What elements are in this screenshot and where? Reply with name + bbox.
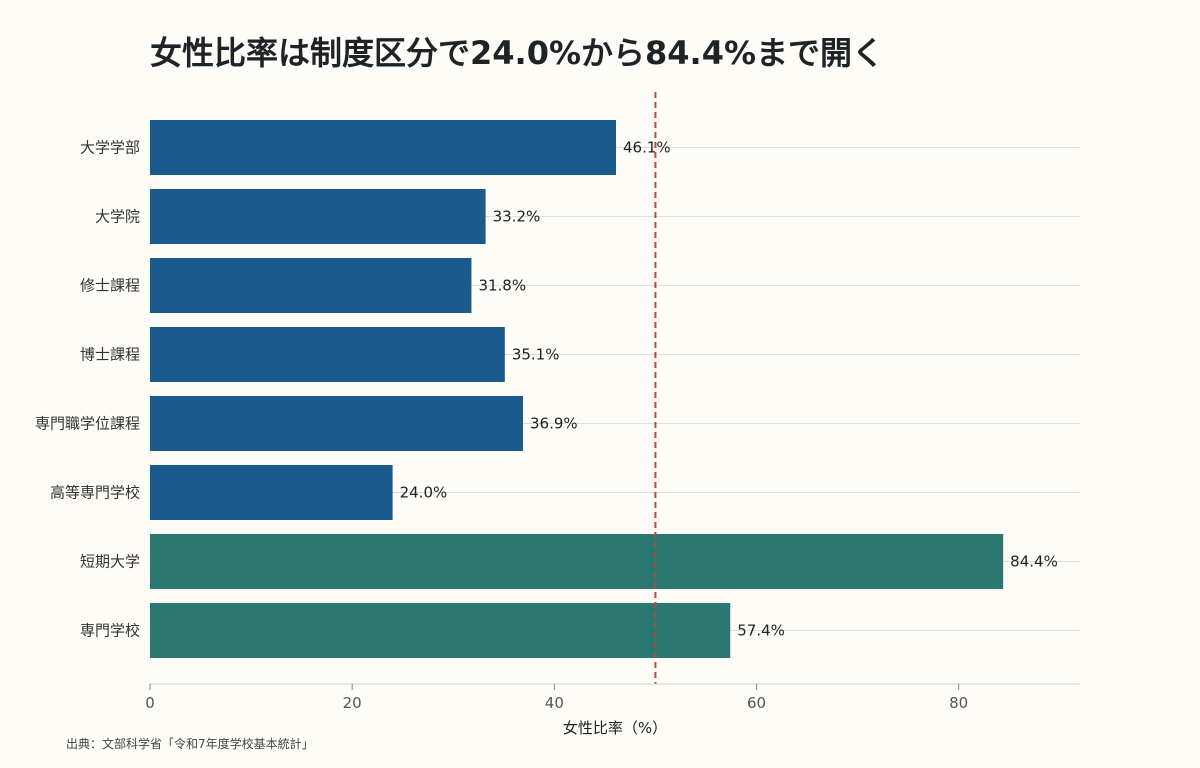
x-tick-label: 40: [545, 694, 564, 712]
category-label: 高等専門学校: [50, 484, 140, 502]
bar: [150, 534, 1004, 589]
x-tick-label: 0: [145, 694, 155, 712]
x-tick-label: 80: [949, 694, 968, 712]
labels: 大学学部 46.1% 大学院 33.2% 修士課程 31.8% 博士課程 35.1% 専門職学位…: [35, 139, 1058, 640]
value-label: 24.0%: [400, 484, 448, 502]
category-label: 大学院: [95, 208, 140, 226]
value-label: 31.8%: [478, 277, 526, 295]
bar: [150, 465, 393, 520]
bar: [150, 189, 486, 244]
bar: [150, 396, 524, 451]
category-label: 専門学校: [80, 622, 140, 640]
bar: [150, 120, 617, 175]
category-label: 博士課程: [80, 346, 140, 364]
bar: [150, 603, 731, 658]
x-axis-title: 女性比率（%）: [563, 719, 667, 737]
x-tick-label: 60: [747, 694, 766, 712]
x-axis: 0 20 40 60 80: [145, 683, 1080, 712]
bar: [150, 258, 472, 313]
value-label: 36.9%: [530, 415, 578, 433]
value-label: 35.1%: [512, 346, 560, 364]
x-tick-label: 20: [343, 694, 362, 712]
bar: [150, 327, 505, 382]
source-note: 出典：文部科学省「令和7年度学校基本統計」: [66, 737, 314, 751]
category-label: 専門職学位課程: [35, 415, 140, 433]
value-label: 57.4%: [737, 622, 785, 640]
category-label: 修士課程: [80, 277, 140, 295]
value-label: 84.4%: [1010, 553, 1058, 571]
category-label: 大学学部: [80, 139, 140, 157]
category-label: 短期大学: [80, 553, 140, 571]
bars: [150, 120, 1004, 658]
value-label: 33.2%: [493, 208, 541, 226]
chart-title: 女性比率は制度区分で24.0%から84.4%まで開く: [150, 34, 885, 72]
value-label: 46.1%: [623, 139, 671, 157]
